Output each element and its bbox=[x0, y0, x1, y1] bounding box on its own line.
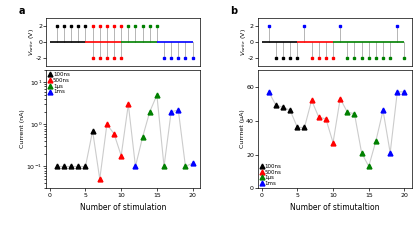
Legend: 100ns, 500ns, 1μs, 1ms: 100ns, 500ns, 1μs, 1ms bbox=[48, 72, 70, 95]
Y-axis label: Current (nA): Current (nA) bbox=[20, 110, 25, 148]
Text: b: b bbox=[231, 6, 238, 16]
Legend: 100ns, 500ns, 1μs, 1ms: 100ns, 500ns, 1μs, 1ms bbox=[260, 163, 282, 187]
Y-axis label: Currnet (μA): Currnet (μA) bbox=[240, 110, 244, 148]
Y-axis label: $V_{write}$ (V): $V_{write}$ (V) bbox=[27, 28, 36, 56]
X-axis label: Number of stimutaltion: Number of stimutaltion bbox=[290, 203, 380, 212]
Y-axis label: $V_{write}$ (V): $V_{write}$ (V) bbox=[239, 28, 248, 56]
X-axis label: Number of stimulation: Number of stimulation bbox=[80, 203, 166, 212]
Text: a: a bbox=[18, 6, 25, 16]
